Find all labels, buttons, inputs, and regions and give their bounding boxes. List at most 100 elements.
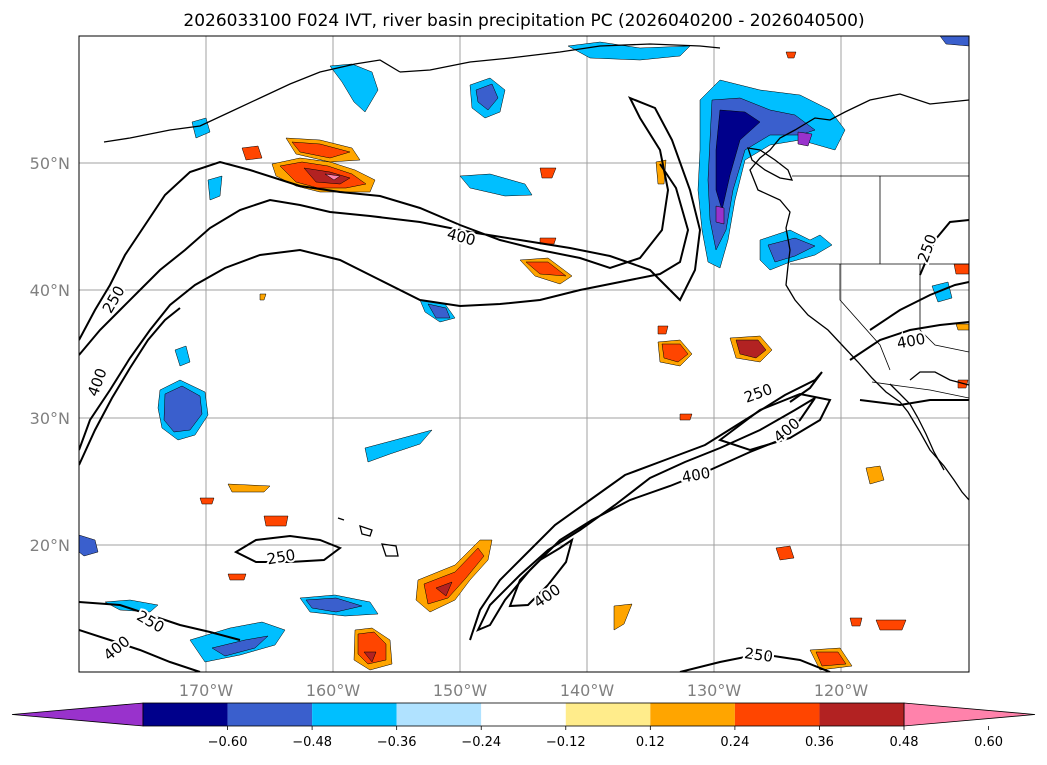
neg-region-lower-a-core — [305, 597, 363, 613]
pos-region-e2-brick — [735, 339, 767, 359]
pos-region-main-pink — [324, 173, 341, 181]
ivt-contour-250-bottom — [679, 652, 831, 672]
lon-label-170w: 170°W — [179, 681, 234, 700]
ivt-contour-250-southwest — [79, 601, 241, 641]
ivt-contours — [79, 96, 969, 672]
pos-region-s11 — [875, 619, 907, 631]
pos-region-s7 — [263, 515, 289, 527]
coast-hawaii — [337, 517, 399, 557]
map-panel: 250 400 400 250 400 400 400 250 250 400 … — [78, 35, 970, 673]
ivt-contour-250-small — [233, 534, 343, 563]
pos-region-e1-red — [661, 343, 689, 363]
ivt-contour-250-west — [79, 307, 181, 466]
neg-region-bc-navy — [715, 109, 761, 211]
lon-labels: 170°W 160°W 150°W 140°W 130°W 120°W — [179, 681, 869, 700]
lon-label-120w: 120°W — [814, 681, 869, 700]
colorbar-segment — [481, 703, 566, 726]
border-states-3 — [919, 264, 969, 353]
colorbar-tick-label: −0.60 — [208, 735, 248, 750]
neg-region-pac-a-core — [475, 83, 499, 111]
neg-region-top-right — [939, 36, 969, 47]
pos-region-s4 — [775, 545, 795, 561]
neg-region-nv — [931, 281, 953, 303]
ivt-contour-400-mid — [717, 392, 832, 452]
colorbar-extend-high — [903, 702, 1036, 727]
colorbar-tick-label: −0.36 — [377, 735, 417, 750]
ivt-contour-250-south-outer — [469, 371, 823, 641]
coast-alaska-south — [399, 43, 721, 73]
colorbar-frame — [142, 702, 905, 727]
pos-region-center-red — [525, 261, 567, 277]
neg-region-mid-a — [364, 429, 433, 463]
contour-label-400-d: 400 — [680, 464, 711, 487]
precip-shading — [79, 36, 969, 671]
pos-region-s14 — [657, 325, 669, 335]
ivt-contour-400-south-loop — [475, 397, 816, 632]
coast-vancouver-island — [747, 147, 794, 181]
colorbar-segment — [650, 703, 735, 726]
ivt-contour-250-ca — [919, 219, 969, 276]
pos-region-s2-brick — [363, 651, 377, 663]
pos-region-s1-brick — [435, 581, 453, 597]
pos-region-s8 — [613, 603, 633, 631]
neg-region-left-edge — [79, 534, 99, 557]
colorbar-tick-label: 0.24 — [720, 735, 749, 750]
pos-region-ca-2 — [955, 323, 969, 331]
colorbar-tick-label: −0.24 — [461, 735, 501, 750]
pos-region-top-red — [291, 141, 351, 159]
colorbar-extend-low — [11, 702, 144, 727]
coast-aleutians — [103, 59, 401, 143]
ivt-contour-250-jet — [79, 96, 702, 356]
neg-region-pac-c-core — [427, 303, 451, 319]
coastlines — [103, 43, 969, 557]
colorbar-tick-label: −0.48 — [292, 735, 332, 750]
pos-region-s13 — [539, 237, 557, 245]
ivt-contour-400-south-inner — [508, 537, 574, 608]
colorbar-tick-label: 0.48 — [890, 735, 919, 750]
colorbar-tick-label: 0.36 — [805, 735, 834, 750]
ivt-contour-400-southwest — [79, 629, 201, 672]
colorbar-segment — [143, 703, 228, 726]
lat-label-50n: 50°N — [30, 154, 70, 173]
neg-region-bc-purple-2 — [797, 131, 813, 147]
colorbar-segment — [819, 703, 904, 726]
lon-label-140w: 140°W — [560, 681, 615, 700]
ivt-contour-250-ca-2 — [859, 399, 969, 407]
coast-baja — [889, 383, 945, 471]
pos-region-nw — [241, 145, 263, 161]
figure-title: 2026033100 F024 IVT, river basin precipi… — [183, 11, 864, 31]
neg-region-nw — [207, 175, 223, 201]
pos-region-wy — [259, 293, 267, 301]
neg-region-lower-b — [104, 599, 159, 613]
colorbar-segment — [396, 703, 482, 726]
pos-region-s2-red — [357, 631, 387, 665]
neg-region-left-b — [174, 345, 191, 367]
colorbar-segment — [312, 703, 397, 726]
neg-region-wa-core — [767, 237, 816, 263]
pos-region-s15 — [679, 413, 693, 421]
pos-region-main-brick — [303, 167, 351, 185]
neg-region-bc-purple — [715, 205, 725, 225]
neg-region-lower-c-core — [211, 635, 269, 657]
colorbar-tick-label: 0.60 — [974, 735, 1003, 750]
colorbar-segment — [734, 703, 820, 726]
lon-label-150w: 150°W — [433, 681, 488, 700]
pos-region-s17 — [199, 497, 215, 505]
pos-region-s3-red — [815, 651, 847, 667]
colorbar-segment — [565, 703, 651, 726]
lon-label-160w: 160°W — [306, 681, 361, 700]
colorbar-segment — [227, 703, 313, 726]
pos-region-s10 — [849, 617, 863, 627]
ivt-contour-400-ca-2 — [869, 281, 969, 331]
pos-region-s9 — [227, 573, 247, 581]
colorbar-tick-label: 0.12 — [636, 735, 665, 750]
neg-region-pac-b — [459, 173, 533, 197]
pos-region-ca — [953, 263, 969, 275]
pos-region-s18 — [785, 51, 797, 59]
lat-labels: 50°N 40°N 30°N 20°N — [30, 154, 70, 555]
ivt-contour-400-inner — [79, 163, 690, 451]
coast-gulf — [909, 371, 969, 386]
neg-region-left-a-core — [163, 385, 203, 433]
border-us-mexico — [871, 381, 969, 399]
